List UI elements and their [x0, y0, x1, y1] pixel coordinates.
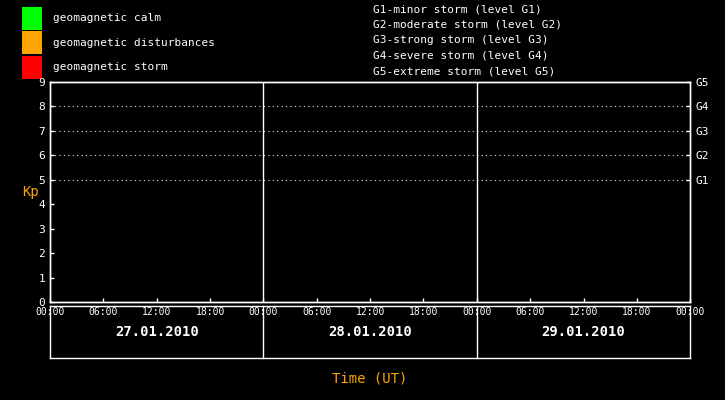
Bar — [22, 31, 42, 54]
Text: geomagnetic calm: geomagnetic calm — [53, 13, 161, 23]
Text: Time (UT): Time (UT) — [333, 371, 407, 385]
Text: G4-severe storm (level G4): G4-severe storm (level G4) — [373, 51, 549, 61]
Text: 28.01.2010: 28.01.2010 — [328, 325, 412, 339]
Bar — [22, 6, 42, 30]
Text: G5-extreme storm (level G5): G5-extreme storm (level G5) — [373, 66, 555, 76]
Text: G3-strong storm (level G3): G3-strong storm (level G3) — [373, 35, 549, 45]
Y-axis label: Kp: Kp — [22, 185, 38, 199]
Text: G1-minor storm (level G1): G1-minor storm (level G1) — [373, 4, 542, 14]
Bar — [22, 56, 42, 79]
Text: geomagnetic disturbances: geomagnetic disturbances — [53, 38, 215, 48]
Text: G2-moderate storm (level G2): G2-moderate storm (level G2) — [373, 20, 563, 30]
Text: 29.01.2010: 29.01.2010 — [542, 325, 626, 339]
Text: geomagnetic storm: geomagnetic storm — [53, 62, 167, 72]
Text: 27.01.2010: 27.01.2010 — [115, 325, 199, 339]
